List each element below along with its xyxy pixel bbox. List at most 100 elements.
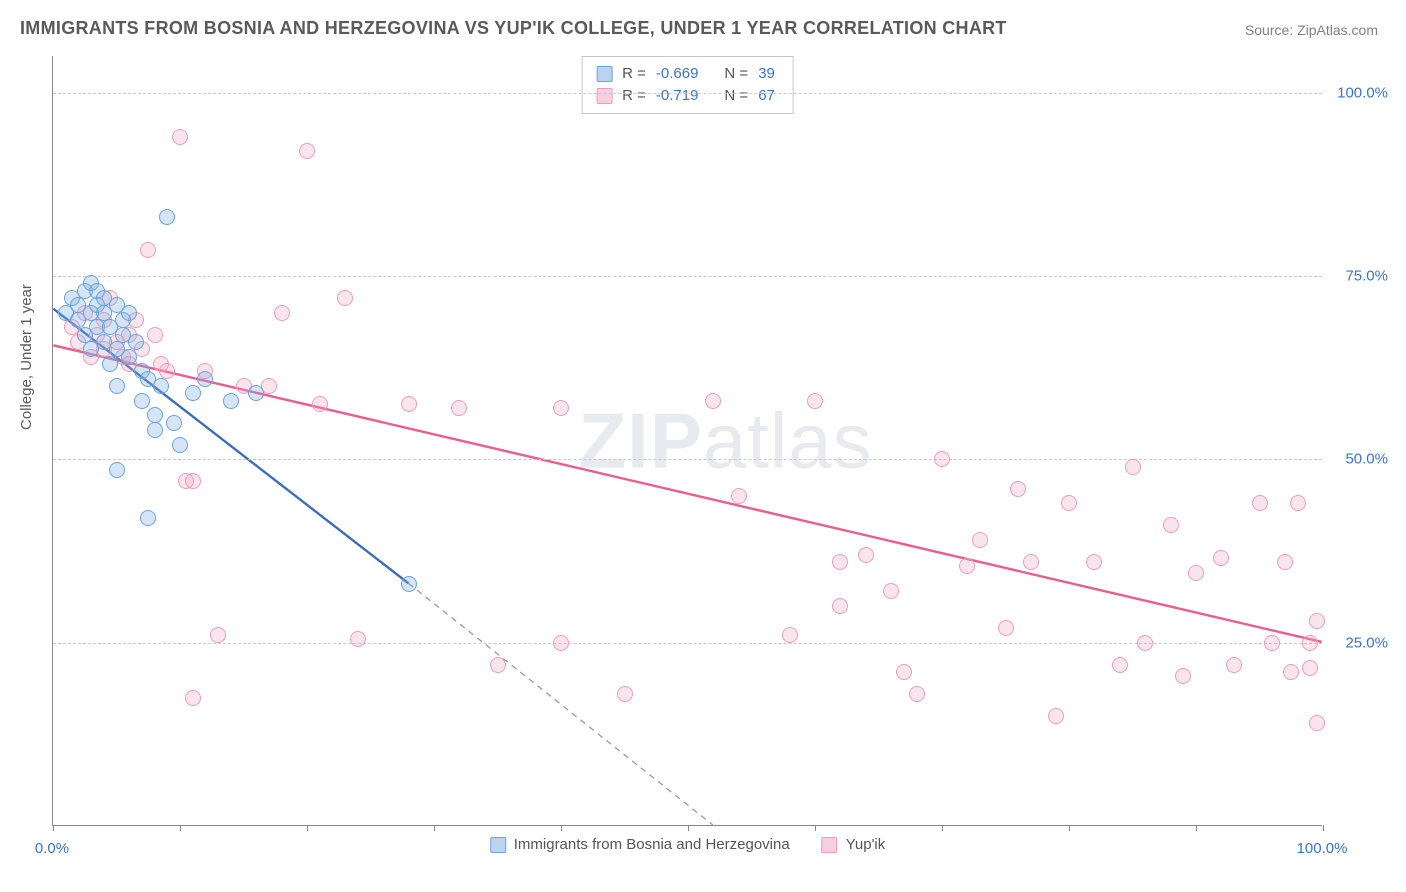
data-point-pink — [312, 396, 328, 412]
data-point-pink — [972, 532, 988, 548]
data-point-pink — [617, 686, 633, 702]
data-point-pink — [185, 473, 201, 489]
legend-item-pink: Yup'ik — [822, 836, 886, 853]
data-point-pink — [832, 554, 848, 570]
data-point-blue — [223, 393, 239, 409]
data-point-pink — [1048, 708, 1064, 724]
data-point-blue — [128, 334, 144, 350]
x-tick — [561, 825, 562, 831]
source-label: Source: ZipAtlas.com — [1245, 22, 1378, 38]
data-point-blue — [134, 393, 150, 409]
data-point-pink — [832, 598, 848, 614]
legend-label-pink: Yup'ik — [846, 836, 886, 853]
data-point-pink — [274, 305, 290, 321]
data-point-pink — [1188, 565, 1204, 581]
swatch-blue — [596, 66, 612, 82]
data-point-pink — [1309, 715, 1325, 731]
x-tick — [180, 825, 181, 831]
legend-row-pink: R = -0.719 N = 67 — [596, 85, 775, 107]
x-tick — [1069, 825, 1070, 831]
data-point-pink — [1010, 481, 1026, 497]
data-point-blue — [172, 437, 188, 453]
gridline — [53, 276, 1322, 277]
data-point-pink — [1264, 635, 1280, 651]
legend-row-blue: R = -0.669 N = 39 — [596, 63, 775, 85]
data-point-pink — [1061, 495, 1077, 511]
data-point-pink — [705, 393, 721, 409]
data-point-pink — [147, 327, 163, 343]
data-point-pink — [210, 627, 226, 643]
data-point-pink — [1309, 613, 1325, 629]
legend-n-value-blue: 39 — [758, 63, 775, 85]
data-point-blue — [153, 378, 169, 394]
data-point-pink — [1137, 635, 1153, 651]
scatter-plot: ZIPatlas R = -0.669 N = 39 R = -0.719 N … — [52, 56, 1322, 826]
data-point-pink — [1302, 635, 1318, 651]
legend-n-value-pink: 67 — [758, 85, 775, 107]
y-tick-label: 50.0% — [1345, 451, 1388, 468]
swatch-pink — [596, 88, 612, 104]
data-point-pink — [553, 635, 569, 651]
data-point-pink — [883, 583, 899, 599]
data-point-pink — [1290, 495, 1306, 511]
legend-item-blue: Immigrants from Bosnia and Herzegovina — [490, 836, 790, 853]
x-tick — [53, 825, 54, 831]
data-point-pink — [782, 627, 798, 643]
data-point-blue — [401, 576, 417, 592]
data-point-pink — [1125, 459, 1141, 475]
data-point-pink — [909, 686, 925, 702]
legend-n-label: N = — [724, 85, 748, 107]
data-point-pink — [1175, 668, 1191, 684]
legend-label-blue: Immigrants from Bosnia and Herzegovina — [514, 836, 790, 853]
data-point-blue — [121, 349, 137, 365]
data-point-pink — [553, 400, 569, 416]
data-point-pink — [490, 657, 506, 673]
data-point-pink — [1023, 554, 1039, 570]
trend-lines — [53, 56, 1322, 825]
legend-r-value-pink: -0.719 — [656, 85, 699, 107]
data-point-blue — [159, 209, 175, 225]
legend-r-label: R = — [622, 63, 646, 85]
data-point-pink — [858, 547, 874, 563]
data-point-pink — [1226, 657, 1242, 673]
x-tick — [1323, 825, 1324, 831]
legend-n-label: N = — [724, 63, 748, 85]
data-point-pink — [299, 143, 315, 159]
chart-title: IMMIGRANTS FROM BOSNIA AND HERZEGOVINA V… — [20, 18, 1007, 39]
data-point-pink — [998, 620, 1014, 636]
data-point-pink — [1252, 495, 1268, 511]
data-point-blue — [248, 385, 264, 401]
data-point-pink — [896, 664, 912, 680]
series-legend: Immigrants from Bosnia and Herzegovina Y… — [490, 836, 886, 853]
gridline — [53, 93, 1322, 94]
data-point-pink — [1277, 554, 1293, 570]
data-point-blue — [102, 356, 118, 372]
data-point-blue — [109, 378, 125, 394]
data-point-blue — [166, 415, 182, 431]
data-point-pink — [1283, 664, 1299, 680]
gridline — [53, 643, 1322, 644]
data-point-pink — [934, 451, 950, 467]
data-point-blue — [140, 510, 156, 526]
swatch-pink — [822, 837, 838, 853]
x-tick — [942, 825, 943, 831]
data-point-blue — [109, 462, 125, 478]
data-point-pink — [401, 396, 417, 412]
data-point-pink — [959, 558, 975, 574]
x-tick — [1196, 825, 1197, 831]
data-point-blue — [185, 385, 201, 401]
x-tick — [815, 825, 816, 831]
x-tick-label: 0.0% — [35, 840, 69, 857]
data-point-pink — [140, 242, 156, 258]
data-point-blue — [147, 422, 163, 438]
data-point-pink — [451, 400, 467, 416]
watermark: ZIPatlas — [579, 395, 873, 486]
legend-r-value-blue: -0.669 — [656, 63, 699, 85]
y-tick-label: 75.0% — [1345, 268, 1388, 285]
data-point-pink — [159, 363, 175, 379]
data-point-blue — [197, 371, 213, 387]
data-point-pink — [731, 488, 747, 504]
y-tick-label: 25.0% — [1345, 634, 1388, 651]
data-point-pink — [1213, 550, 1229, 566]
y-tick-label: 100.0% — [1337, 84, 1388, 101]
